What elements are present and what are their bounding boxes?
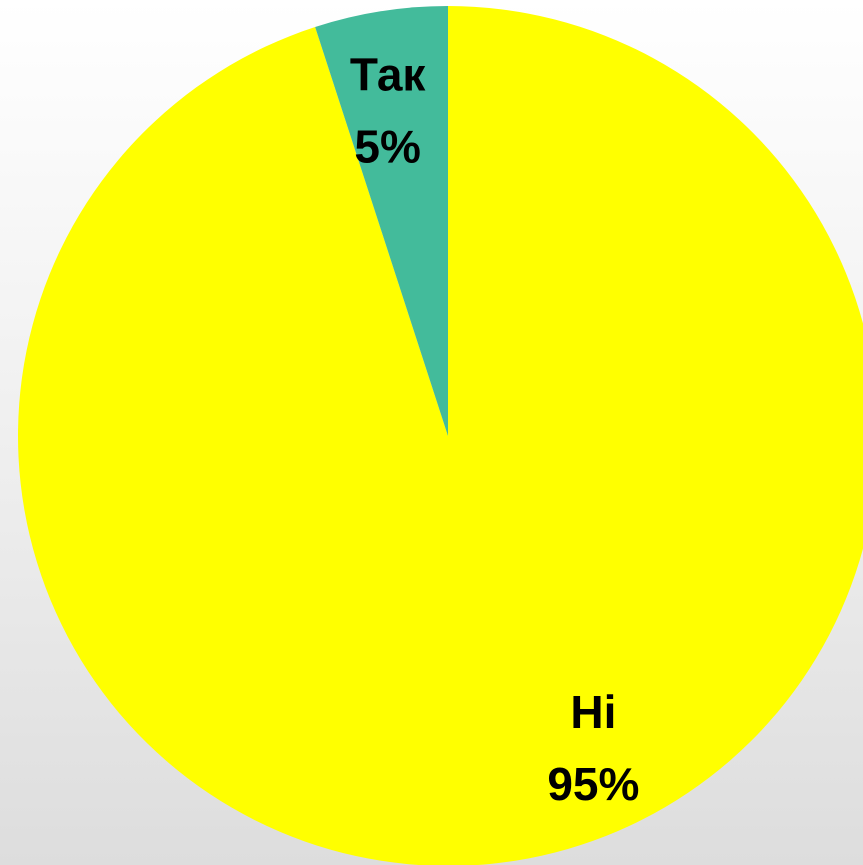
slice-percent-label: 5%	[354, 120, 420, 172]
pie-slice-2	[315, 5, 448, 436]
slice-category-label: Так	[350, 48, 427, 100]
slice-category-label: Ні	[570, 686, 616, 738]
slice-percent-label: 95%	[547, 758, 639, 810]
pie-data-labels: Ні 95% Так 5%	[350, 48, 640, 809]
pie-slice-1	[18, 6, 863, 865]
pie-slices	[18, 5, 863, 865]
